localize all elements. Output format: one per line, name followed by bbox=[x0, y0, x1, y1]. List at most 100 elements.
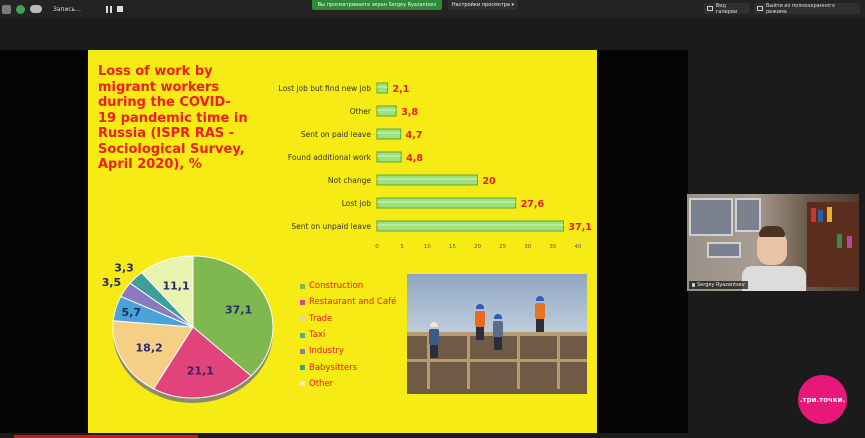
legend-item: Babysitters bbox=[300, 359, 396, 375]
view-options-label: Настройки просмотра bbox=[451, 2, 510, 8]
legend-label: Taxi bbox=[309, 330, 326, 341]
participant-name: Sergey Ryazantsev bbox=[697, 282, 745, 288]
x-tick-label: 30 bbox=[524, 244, 531, 250]
shelf-book bbox=[811, 208, 816, 222]
pie-slice bbox=[140, 255, 194, 329]
gallery-view-button[interactable]: Вид галереи bbox=[704, 2, 750, 15]
legend-item: Industry bbox=[300, 343, 396, 359]
progress-bar bbox=[14, 435, 198, 438]
participant-hair bbox=[759, 226, 785, 237]
exit-fullscreen-icon bbox=[757, 6, 763, 11]
x-tick-label: 35 bbox=[549, 244, 556, 250]
legend-item: Construction bbox=[300, 278, 396, 294]
pie-value-label: 5,7 bbox=[122, 306, 142, 319]
legend-swatch bbox=[300, 283, 305, 289]
legend-swatch bbox=[300, 299, 305, 305]
shelf-book bbox=[818, 210, 823, 222]
pie-value-label: 11,1 bbox=[162, 280, 189, 293]
grid-icon bbox=[707, 6, 713, 11]
x-tick-label: 40 bbox=[575, 244, 582, 250]
bar bbox=[376, 220, 564, 232]
bar-chart: Lost job but find new job 2,1 Other 3,8 Sent… bbox=[279, 82, 592, 250]
legend-item: Trade bbox=[300, 311, 396, 327]
channel-logo: .три.точки. bbox=[798, 375, 847, 424]
shelf-book bbox=[827, 207, 832, 222]
participant-name-tag: Sergey Ryazantsev bbox=[689, 281, 748, 289]
pie-slice bbox=[192, 255, 274, 377]
photo-beam bbox=[407, 359, 587, 362]
bar-value-label: 2,1 bbox=[393, 84, 410, 95]
pie-chart: 37,1 21,1 18,2 5,7 3,53,3 11,1 bbox=[102, 255, 274, 403]
pie-slice bbox=[112, 320, 194, 390]
x-tick-label: 5 bbox=[400, 244, 404, 250]
worker-figure bbox=[535, 296, 545, 332]
legend-item: Taxi bbox=[300, 327, 396, 343]
stop-recording-button[interactable] bbox=[117, 6, 123, 12]
pie-value-label: 37,1 bbox=[225, 304, 252, 317]
legend-label: Industry bbox=[309, 346, 344, 357]
construction-workers-photo bbox=[407, 274, 587, 394]
legend-item: Other bbox=[300, 376, 396, 392]
legend-label: Babysitters bbox=[309, 362, 358, 373]
pie-value-label: 3,3 bbox=[114, 262, 134, 275]
bar bbox=[376, 105, 397, 117]
participant-video-tile[interactable]: Sergey Ryazantsev bbox=[687, 194, 859, 291]
shelf-book bbox=[837, 234, 842, 248]
bar-category-label: Lost job bbox=[342, 199, 372, 208]
legend-item: Restaurant and Café bbox=[300, 294, 396, 310]
bar-category-label: Other bbox=[350, 107, 372, 116]
screen-share-banner: Вы просматриваете экран Sergey Ryazantse… bbox=[312, 0, 442, 10]
bar bbox=[376, 197, 517, 209]
x-tick-label: 10 bbox=[424, 244, 431, 250]
cloud-recording-icon bbox=[30, 5, 42, 13]
legend-label: Construction bbox=[309, 281, 364, 292]
photo-beam bbox=[517, 334, 520, 389]
security-icon[interactable] bbox=[2, 4, 11, 14]
exit-fullscreen-button[interactable]: Выйти из полноэкранного режима bbox=[754, 2, 860, 15]
gallery-view-label: Вид галереи bbox=[715, 2, 738, 15]
bar bbox=[376, 128, 402, 140]
legend-swatch bbox=[300, 348, 305, 354]
pie-value-label: 18,2 bbox=[136, 341, 163, 354]
legend-label: Restaurant and Café bbox=[309, 297, 397, 308]
worker-figure bbox=[429, 322, 439, 358]
microphone-icon bbox=[692, 283, 695, 287]
worker-figure bbox=[493, 314, 503, 350]
legend-label: Other bbox=[309, 378, 334, 389]
shelf-book bbox=[847, 236, 852, 248]
bar-value-label: 4,8 bbox=[406, 153, 423, 164]
photo-beam bbox=[467, 334, 470, 389]
bar-value-label: 27,6 bbox=[521, 199, 545, 210]
exit-fullscreen-label: Выйти из полноэкранного режима bbox=[765, 2, 835, 15]
bar-value-label: 37,1 bbox=[568, 222, 591, 233]
pie-slice bbox=[152, 326, 252, 399]
legend-swatch bbox=[300, 332, 305, 338]
bar-category-label: Lost job but find new job bbox=[279, 84, 372, 93]
wall-picture bbox=[707, 242, 741, 258]
pie-value-label: 21,1 bbox=[187, 365, 214, 378]
legend-swatch bbox=[300, 316, 305, 322]
bar-category-label: Found additional work bbox=[288, 153, 372, 162]
recording-label: Запись... bbox=[53, 5, 81, 13]
bar bbox=[376, 82, 389, 94]
shield-icon[interactable] bbox=[16, 4, 25, 14]
bar bbox=[376, 151, 402, 163]
bar-value-label: 20 bbox=[483, 176, 497, 187]
photo-beam bbox=[427, 334, 430, 389]
legend-swatch bbox=[300, 365, 305, 371]
bar bbox=[376, 174, 478, 186]
x-tick-label: 20 bbox=[474, 244, 481, 250]
legend-label: Trade bbox=[309, 313, 333, 324]
x-tick-label: 25 bbox=[499, 244, 506, 250]
recording-controls: Запись... bbox=[2, 3, 123, 15]
bar-value-label: 4,7 bbox=[406, 130, 423, 141]
bar-category-label: Not change bbox=[328, 176, 372, 185]
pause-recording-button[interactable] bbox=[106, 5, 112, 13]
wall-picture bbox=[689, 198, 733, 236]
bar-value-label: 3,8 bbox=[401, 107, 418, 118]
view-options-button[interactable]: Настройки просмотра ▾ bbox=[448, 0, 518, 10]
pie-value-label: 3,5 bbox=[102, 276, 122, 289]
photo-beam bbox=[557, 334, 560, 389]
x-tick-label: 0 bbox=[375, 244, 379, 250]
participant-body bbox=[742, 266, 806, 291]
